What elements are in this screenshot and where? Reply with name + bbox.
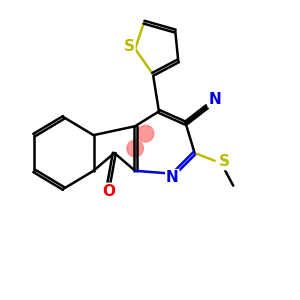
Text: S: S (124, 39, 135, 54)
Circle shape (127, 140, 143, 157)
Text: S: S (219, 154, 230, 169)
Text: N: N (166, 170, 179, 185)
Text: N: N (208, 92, 221, 107)
Text: O: O (102, 184, 115, 199)
Circle shape (137, 125, 154, 142)
